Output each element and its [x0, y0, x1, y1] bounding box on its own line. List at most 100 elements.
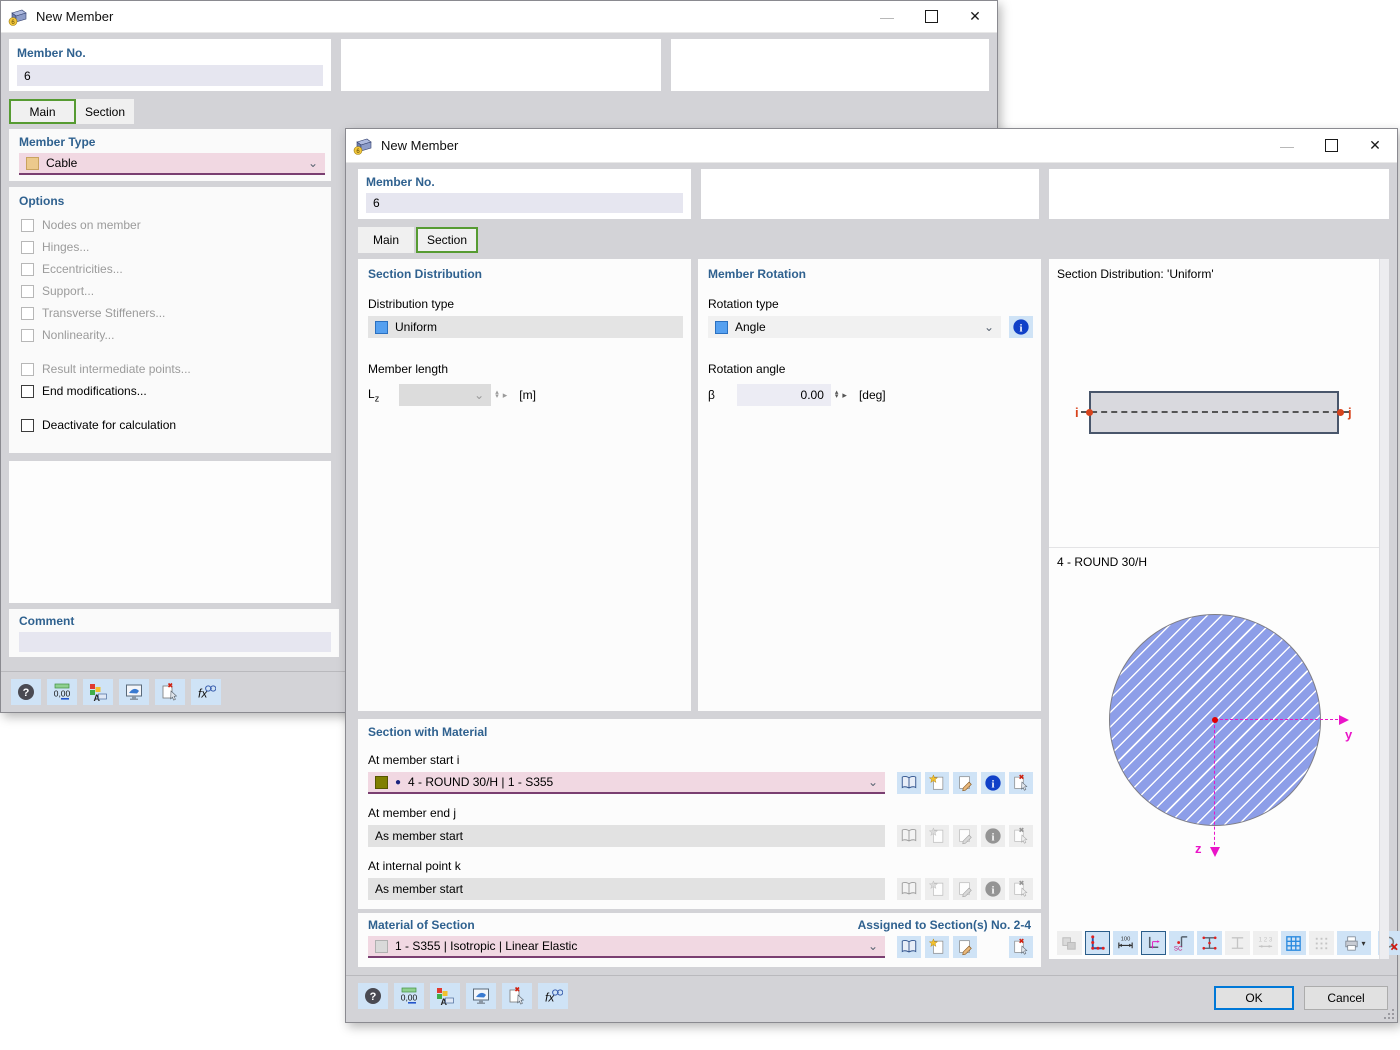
resize-grip[interactable] [1383, 1008, 1395, 1020]
member-no-input[interactable]: 6 [366, 193, 683, 213]
numbering-button[interactable] [1253, 931, 1278, 955]
section-info-button [981, 825, 1005, 847]
checkbox[interactable] [21, 362, 34, 376]
title-bar[interactable]: New Member — ✕ [346, 129, 1397, 163]
section-info-button[interactable] [981, 772, 1005, 794]
help-button[interactable] [358, 983, 388, 1009]
help-button[interactable] [11, 679, 41, 705]
member-length-input[interactable]: ⌄ [399, 384, 492, 406]
section-edit-button [953, 878, 977, 900]
principal-axes-button[interactable] [1141, 931, 1166, 955]
angle-spinner[interactable]: ▴ ▾ [834, 388, 839, 400]
member-type-header: Member Type [19, 135, 96, 149]
units-settings-button[interactable] [83, 679, 113, 705]
close-button[interactable]: ✕ [969, 8, 981, 24]
chevron-down-icon: ⌄ [307, 156, 318, 170]
section-start-combo[interactable]: ● 4 - ROUND 30/H | 1 - S355 ⌄ [368, 772, 885, 794]
section-edit-button[interactable] [953, 772, 977, 794]
checkbox[interactable] [21, 240, 34, 254]
member-no-label: Member No. [366, 175, 435, 189]
chevron-down-icon: ⌄ [474, 388, 485, 402]
material-combo[interactable]: 1 - S355 | Isotropic | Linear Elastic ⌄ [368, 936, 885, 958]
checkbox-end-modifications: End modifications... [21, 380, 331, 402]
length-spinner[interactable]: ▴ ▾ [495, 388, 499, 400]
minimize-button[interactable]: — [880, 8, 894, 25]
angle-unit: [deg] [858, 388, 886, 402]
section-internal-combo[interactable]: As member start [368, 878, 885, 900]
material-delete-button[interactable] [1009, 936, 1033, 958]
comment-input[interactable] [19, 632, 331, 652]
section-library-button[interactable] [897, 772, 921, 794]
display-settings-button[interactable] [466, 983, 496, 1009]
member-rotation-header: Member Rotation [708, 267, 807, 281]
shear-center-button[interactable] [1169, 931, 1194, 955]
material-library-button[interactable] [897, 936, 921, 958]
decimal-places-button[interactable] [394, 983, 424, 1009]
section-outline-button[interactable] [1085, 931, 1110, 955]
maximize-button[interactable] [909, 1, 953, 32]
section-distribution-header: Section Distribution [368, 267, 482, 281]
preview-panel: Section Distribution: 'Uniform' i j 4 - … [1049, 259, 1400, 959]
ok-button[interactable]: OK [1214, 986, 1294, 1010]
section-new-button [925, 825, 949, 847]
mesh-points-button[interactable] [1225, 931, 1250, 955]
checkbox[interactable] [21, 306, 34, 320]
checkbox[interactable] [21, 218, 34, 232]
rotation-type-combo[interactable]: Angle ⌄ [708, 316, 1001, 338]
maximize-button[interactable] [1309, 129, 1353, 162]
dimensions-button[interactable] [1113, 931, 1138, 955]
end-node-label: j [1348, 405, 1352, 420]
tab-section[interactable]: Section [416, 227, 478, 253]
rotation-info-button[interactable] [1009, 316, 1033, 338]
distribution-type-label: Distribution type [368, 297, 455, 311]
member-dialog-icon [353, 136, 373, 156]
title-bar[interactable]: New Member — ✕ [1, 1, 997, 33]
formula-button[interactable] [538, 983, 568, 1009]
tab-main[interactable]: Main [9, 99, 76, 124]
distribution-type-combo[interactable]: Uniform [368, 316, 683, 338]
render-view-button[interactable] [1057, 931, 1082, 955]
material-of-section-header: Material of Section [368, 918, 475, 932]
angle-detail-arrow-icon[interactable]: ▸ [842, 389, 847, 400]
checkbox[interactable] [21, 284, 34, 298]
material-edit-button[interactable] [953, 936, 977, 958]
preview-scrollbar[interactable] [1379, 259, 1389, 959]
formula-button[interactable] [191, 679, 221, 705]
close-button[interactable]: ✕ [1369, 137, 1381, 153]
checkbox[interactable] [21, 418, 34, 432]
section-delete-button[interactable] [1009, 772, 1033, 794]
cancel-button[interactable]: Cancel [1304, 986, 1388, 1010]
section-new-button[interactable] [925, 772, 949, 794]
checkbox-support: Support... [21, 280, 331, 302]
stress-points-button[interactable] [1197, 931, 1222, 955]
section-end-combo[interactable]: As member start [368, 825, 885, 847]
section-with-material-panel: Section with Material At member start i … [358, 719, 1041, 909]
checkbox[interactable] [21, 262, 34, 276]
grid-button[interactable] [1281, 931, 1306, 955]
display-settings-button[interactable] [119, 679, 149, 705]
material-new-button[interactable] [925, 936, 949, 958]
decimal-places-button[interactable] [47, 679, 77, 705]
section-delete-button [1009, 825, 1033, 847]
rotation-angle-input[interactable]: 0.00 [736, 384, 831, 406]
member-no-input[interactable]: 6 [17, 65, 323, 86]
delete-object-button[interactable] [502, 983, 532, 1009]
section-edit-button [953, 825, 977, 847]
section-bullet-icon: ● [395, 776, 402, 788]
section-centroid [1212, 717, 1218, 723]
delete-object-button[interactable] [155, 679, 185, 705]
table-values-button[interactable] [1309, 931, 1334, 955]
member-type-color-swatch [26, 156, 39, 170]
tab-section[interactable]: Section [76, 99, 134, 124]
tab-main[interactable]: Main [358, 227, 414, 253]
length-detail-arrow-icon[interactable]: ▸ [502, 389, 508, 400]
checkbox[interactable] [21, 384, 34, 398]
minimize-button[interactable]: — [1280, 137, 1294, 154]
member-length-label: Member length [368, 362, 449, 376]
member-type-combo[interactable]: Cable ⌄ [19, 153, 325, 175]
checkbox-eccentricities: Eccentricities... [21, 258, 331, 280]
print-button[interactable]: ▾ [1337, 931, 1371, 955]
units-settings-button[interactable] [430, 983, 460, 1009]
checkbox[interactable] [21, 328, 34, 342]
length-unit: [m] [519, 388, 536, 402]
